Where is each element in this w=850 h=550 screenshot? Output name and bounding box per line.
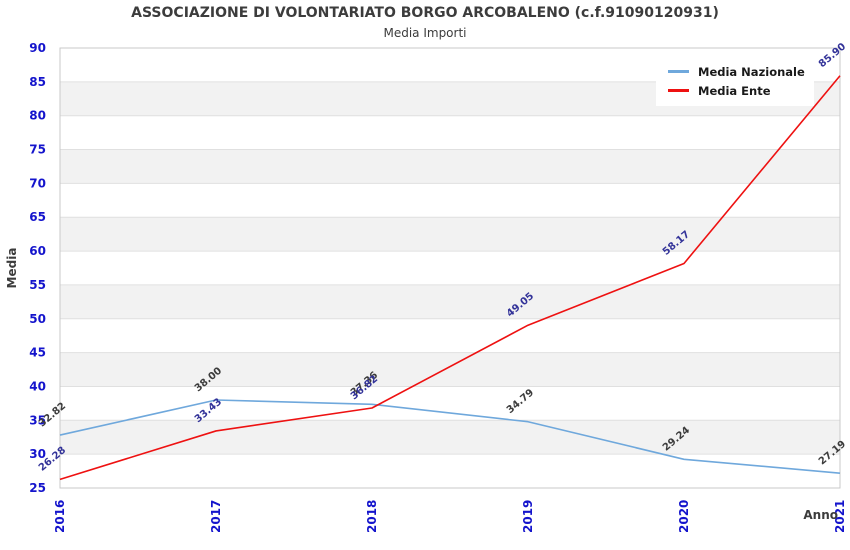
series-line-media-nazionale [59, 399, 841, 474]
band [60, 149, 840, 184]
ente-line-swatch-icon [668, 89, 689, 92]
band [60, 217, 840, 252]
y-tick-label: 80 [29, 109, 46, 123]
legend-entry-ente: Media Ente [668, 81, 814, 100]
x-tick-label: 2020 [677, 500, 691, 533]
band [60, 251, 840, 285]
x-tick-label: 2021 [833, 500, 847, 533]
x-tick-label: 2017 [209, 500, 223, 533]
x-tick-label: 2016 [53, 500, 67, 533]
legend-label-nazionale: Media Nazionale [698, 64, 805, 79]
y-tick-label: 65 [29, 210, 46, 224]
band [60, 115, 840, 150]
band [60, 420, 840, 455]
y-tick-label: 40 [29, 379, 46, 393]
y-tick-label: 60 [29, 244, 46, 258]
legend: Media Nazionale Media Ente [656, 56, 814, 106]
chart-subtitle: Media Importi [383, 26, 467, 40]
y-tick-label: 25 [29, 481, 46, 495]
x-axis-title: Anno [803, 508, 838, 522]
y-tick-label: 90 [29, 41, 46, 55]
plot-border [59, 47, 841, 489]
y-tick-label: 35 [29, 413, 46, 427]
nazionale-line-swatch-icon [668, 70, 689, 73]
band [60, 386, 840, 421]
y-tick-label: 70 [29, 176, 46, 190]
legend-label-ente: Media Ente [698, 83, 771, 98]
y-axis-title: Media [5, 248, 19, 289]
y-tick-label: 45 [29, 346, 46, 360]
x-tick-label: 2019 [521, 500, 535, 533]
band [60, 284, 840, 319]
legend-entry-nazionale: Media Nazionale [668, 62, 814, 81]
y-tick-label: 55 [29, 278, 46, 292]
band [60, 352, 840, 387]
y-tick-label: 85 [29, 75, 46, 89]
y-tick-label: 30 [29, 447, 46, 461]
band [60, 318, 840, 353]
y-tick-label: 50 [29, 312, 46, 326]
y-tick-label: 75 [29, 143, 46, 157]
chart-title: ASSOCIAZIONE DI VOLONTARIATO BORGO ARCOB… [131, 5, 719, 21]
band [60, 454, 840, 488]
x-tick-label: 2018 [365, 500, 379, 533]
band [60, 183, 840, 218]
series-line-media-ente [59, 75, 841, 481]
